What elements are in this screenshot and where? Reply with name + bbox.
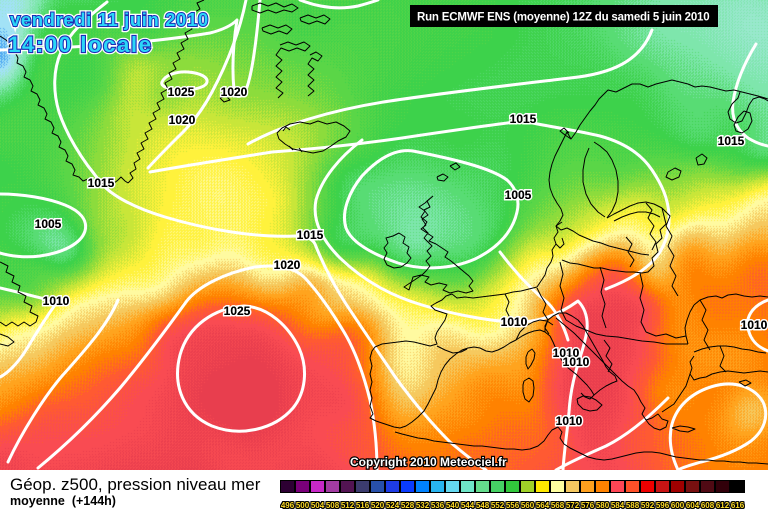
svg-text:1010: 1010: [741, 318, 768, 332]
svg-text:1020: 1020: [169, 113, 196, 127]
svg-text:1015: 1015: [297, 228, 324, 242]
svg-text:1020: 1020: [221, 85, 248, 99]
svg-text:Run ECMWF ENS (moyenne) 12Z du: Run ECMWF ENS (moyenne) 12Z du samedi 5 …: [417, 12, 709, 24]
svg-text:1005: 1005: [505, 188, 532, 202]
svg-text:1010: 1010: [556, 414, 583, 428]
svg-text:1010: 1010: [501, 315, 528, 329]
svg-text:1010: 1010: [556, 414, 583, 428]
svg-text:1015: 1015: [510, 112, 537, 126]
svg-text:1015: 1015: [718, 134, 745, 148]
svg-text:1025: 1025: [224, 304, 251, 318]
svg-text:1005: 1005: [35, 217, 62, 231]
svg-text:1025: 1025: [168, 85, 195, 99]
svg-text:Copyright 2010 Meteociel.fr: Copyright 2010 Meteociel.fr: [350, 455, 507, 469]
svg-text:1010: 1010: [741, 318, 768, 332]
svg-text:1010: 1010: [563, 355, 590, 369]
svg-text:1020: 1020: [274, 258, 301, 272]
svg-text:1025: 1025: [224, 304, 251, 318]
svg-text:1010: 1010: [553, 346, 580, 360]
svg-text:1015: 1015: [718, 134, 745, 148]
svg-text:1015: 1015: [88, 176, 115, 190]
svg-text:1015: 1015: [88, 176, 115, 190]
svg-text:1010: 1010: [553, 346, 580, 360]
svg-text:1005: 1005: [505, 188, 532, 202]
svg-text:1025: 1025: [168, 85, 195, 99]
svg-text:1015: 1015: [510, 112, 537, 126]
svg-text:1010: 1010: [563, 355, 590, 369]
svg-text:1020: 1020: [274, 258, 301, 272]
svg-text:1005: 1005: [35, 217, 62, 231]
svg-text:vendredi 11 juin 2010: vendredi 11 juin 2010: [10, 9, 209, 30]
svg-text:1020: 1020: [221, 85, 248, 99]
svg-text:1010: 1010: [43, 294, 70, 308]
svg-text:14:00 locale: 14:00 locale: [8, 32, 152, 57]
svg-text:1020: 1020: [169, 113, 196, 127]
svg-text:1010: 1010: [501, 315, 528, 329]
svg-text:1015: 1015: [297, 228, 324, 242]
svg-text:vendredi 11 juin 2010: vendredi 11 juin 2010: [10, 9, 209, 30]
svg-text:14:00 locale: 14:00 locale: [8, 32, 152, 57]
svg-text:1010: 1010: [43, 294, 70, 308]
